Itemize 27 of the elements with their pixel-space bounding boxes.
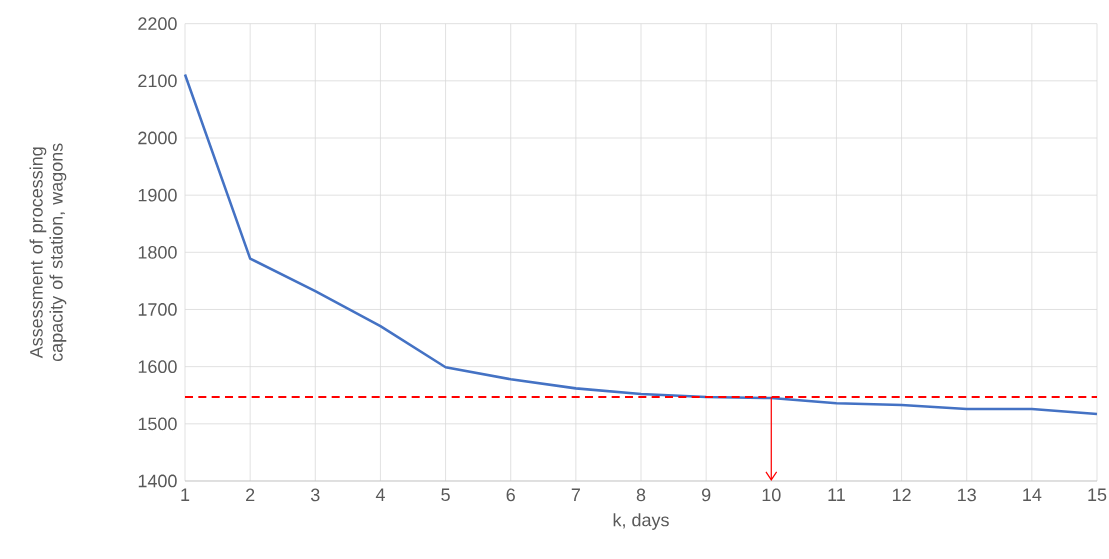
line-series <box>183 73 1099 416</box>
x-tick-label: 13 <box>958 488 976 502</box>
x-tick-label: 7 <box>571 488 580 501</box>
x-tick-label: 15 <box>1088 488 1107 502</box>
x-tick-label: 3 <box>310 488 320 502</box>
x-tick-label: 8 <box>636 488 646 502</box>
y-tick-label: 1500 <box>138 417 177 431</box>
y-axis-title: Assessment of processing capacity of station, wagons <box>29 143 67 362</box>
y-tick-label: 2200 <box>138 17 177 31</box>
x-tick-label: 14 <box>1023 488 1042 501</box>
x-tick-label: 2 <box>246 488 255 502</box>
x-tick-label: 9 <box>701 488 711 502</box>
y-tick-label: 1800 <box>138 245 177 259</box>
y-tick-label: 1700 <box>138 303 177 316</box>
x-tick-label: 4 <box>375 488 385 501</box>
x-tick-label: 11 <box>828 488 845 501</box>
x-tick-label: 6 <box>506 488 515 502</box>
x-tick-label: 10 <box>762 488 781 502</box>
y-tick-label: 1400 <box>138 474 177 488</box>
x-tick-label: 1 <box>181 488 190 501</box>
y-tick-label: 2100 <box>138 74 177 88</box>
y-tick-label: 2000 <box>138 131 177 145</box>
x-tick-label: 5 <box>441 488 450 502</box>
y-tick-label: 1600 <box>138 360 177 374</box>
x-tick-label: 12 <box>892 488 911 502</box>
x-axis-title: k, days <box>613 513 669 530</box>
y-tick-label: 1900 <box>138 188 177 202</box>
